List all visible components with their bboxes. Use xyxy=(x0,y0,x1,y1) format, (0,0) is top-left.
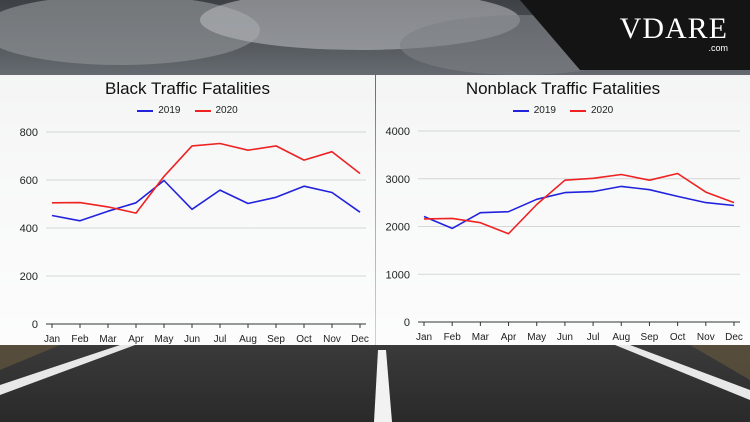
chart-legend: 2019 2020 xyxy=(376,105,750,116)
x-tick-label: Jul xyxy=(587,332,600,343)
y-tick-label: 400 xyxy=(20,223,38,235)
legend-label: 2020 xyxy=(215,105,238,116)
x-tick-label: Jul xyxy=(214,334,227,345)
x-tick-label: Jan xyxy=(416,332,432,343)
brand-logo: VDARE .com xyxy=(520,0,750,70)
legend-swatch-2019 xyxy=(512,109,529,112)
x-tick-label: May xyxy=(527,332,546,343)
chart-panel-nonblack: Nonblack Traffic Fatalities 2019 2020 0 1… xyxy=(376,75,750,345)
legend-swatch-2020 xyxy=(194,109,211,112)
x-tick-label: Mar xyxy=(99,334,117,345)
legend-item-2019: 2019 xyxy=(512,105,556,116)
brand-suffix: .com xyxy=(708,43,728,53)
y-tick-label: 1000 xyxy=(386,269,410,281)
legend-item-2019: 2019 xyxy=(137,105,181,116)
legend-item-2020: 2020 xyxy=(570,105,613,116)
x-tick-label: Aug xyxy=(612,332,630,343)
chart-title: Black Traffic Fatalities xyxy=(104,79,271,98)
y-tick-label: 200 xyxy=(20,271,38,283)
x-tick-label: Apr xyxy=(128,334,144,345)
y-tick-label: 0 xyxy=(32,319,38,331)
legend-label: 2019 xyxy=(158,105,181,116)
x-tick-label: Sep xyxy=(267,334,285,345)
legend-swatch-2019 xyxy=(137,109,154,112)
chart-legend: 2019 2020 xyxy=(0,105,375,116)
x-tick-label: Apr xyxy=(501,332,517,343)
y-tick-label: 800 xyxy=(20,127,38,139)
x-tick-label: Mar xyxy=(472,332,490,343)
line-plot: 0 200 400 600 800 Jan Feb Mar Apr May Jun Jul Aug Sep… xyxy=(20,127,369,345)
x-tick-label: Feb xyxy=(71,334,89,345)
chart-title: Nonblack Traffic Fatalities xyxy=(465,79,661,98)
y-tick-label: 600 xyxy=(20,175,38,187)
x-tick-label: Oct xyxy=(670,332,686,343)
y-tick-label: 2000 xyxy=(386,222,410,234)
series-line-2020 xyxy=(51,142,361,214)
x-tick-label: Nov xyxy=(323,334,341,345)
line-plot: 0 1000 2000 3000 4000 Jan Feb Mar Apr May Jun Jul Au… xyxy=(386,126,743,343)
series-line-2020 xyxy=(423,172,735,235)
x-tick-label: Jun xyxy=(557,332,573,343)
x-tick-label: Jan xyxy=(44,334,60,345)
chart-panel-black: Black Traffic Fatalities 2019 2020 0 200 4… xyxy=(0,75,375,345)
x-tick-label: May xyxy=(155,334,174,345)
x-tick-label: Aug xyxy=(239,334,257,345)
series-line-2019 xyxy=(51,179,361,222)
x-tick-label: Jun xyxy=(184,334,200,345)
brand-name: VDARE xyxy=(619,12,728,45)
x-tick-label: Nov xyxy=(697,332,715,343)
legend-label: 2020 xyxy=(591,105,614,116)
x-tick-label: Oct xyxy=(296,334,312,345)
series-line-2019 xyxy=(423,185,735,230)
x-tick-label: Feb xyxy=(444,332,462,343)
legend-label: 2019 xyxy=(533,105,556,116)
y-tick-label: 0 xyxy=(404,317,410,329)
legend-swatch-2020 xyxy=(570,109,586,112)
legend-item-2020: 2020 xyxy=(194,105,238,116)
y-tick-label: 3000 xyxy=(386,174,410,186)
x-tick-label: Dec xyxy=(725,332,743,343)
x-tick-label: Dec xyxy=(351,334,369,345)
y-tick-label: 4000 xyxy=(386,126,410,138)
x-tick-label: Sep xyxy=(641,332,659,343)
